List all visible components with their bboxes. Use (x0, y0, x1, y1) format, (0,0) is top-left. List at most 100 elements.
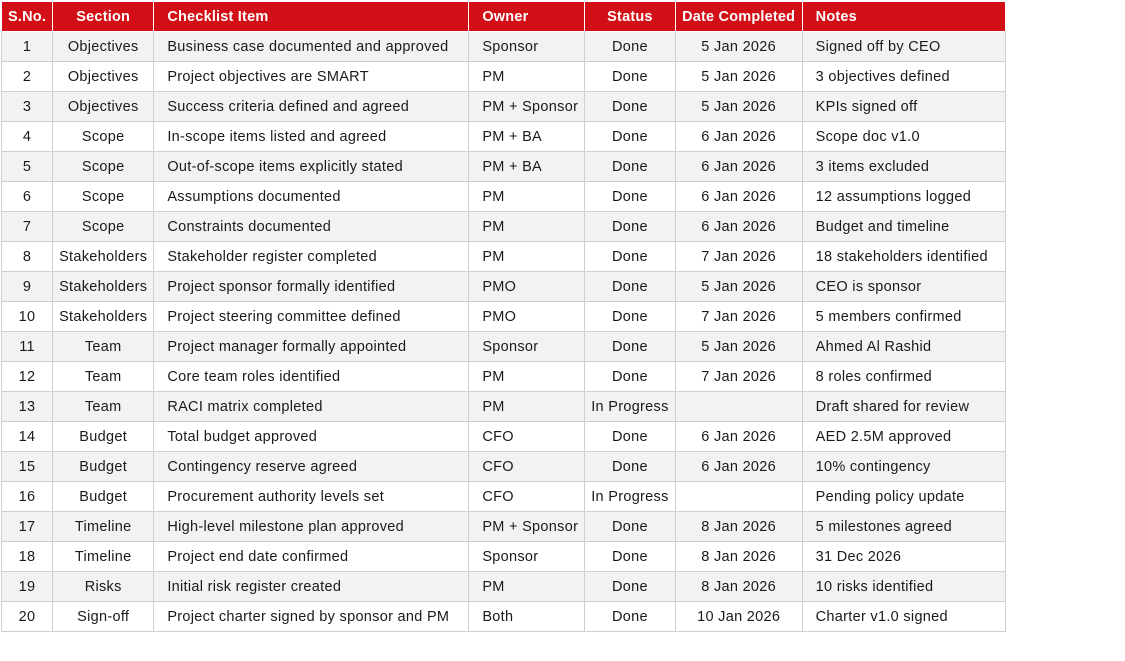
cell-sno[interactable]: 8 (0, 241, 54, 272)
cell-notes[interactable]: Pending policy update (801, 481, 1006, 512)
cell-section[interactable]: Budget (52, 421, 155, 452)
cell-section[interactable]: Risks (52, 571, 155, 602)
cell-section[interactable]: Timeline (52, 511, 155, 542)
cell-owner[interactable]: PM (468, 211, 586, 242)
cell-section[interactable]: Scope (52, 211, 155, 242)
cell-sno[interactable]: 19 (0, 571, 54, 602)
cell-date-completed[interactable]: 5 Jan 2026 (674, 61, 803, 92)
cell-owner[interactable]: PMO (468, 301, 586, 332)
cell-sno[interactable]: 1 (0, 31, 54, 62)
cell-status[interactable]: Done (584, 571, 676, 602)
cell-status[interactable]: Done (584, 511, 676, 542)
cell-status[interactable]: Done (584, 271, 676, 302)
cell-owner[interactable]: PM (468, 571, 586, 602)
cell-owner[interactable]: Sponsor (468, 331, 586, 362)
cell-checklist-item[interactable]: Out-of-scope items explicitly stated (153, 151, 470, 182)
cell-owner[interactable]: PM (468, 391, 586, 422)
cell-status[interactable]: Done (584, 331, 676, 362)
cell-owner[interactable]: PM (468, 61, 586, 92)
cell-section[interactable]: Budget (52, 451, 155, 482)
cell-date-completed[interactable]: 5 Jan 2026 (674, 271, 803, 302)
cell-date-completed[interactable]: 7 Jan 2026 (674, 361, 803, 392)
cell-owner[interactable]: CFO (468, 421, 586, 452)
cell-status[interactable]: Done (584, 601, 676, 632)
cell-date-completed[interactable]: 8 Jan 2026 (674, 541, 803, 572)
cell-status[interactable]: Done (584, 121, 676, 152)
cell-date-completed[interactable] (674, 481, 803, 512)
cell-checklist-item[interactable]: Procurement authority levels set (153, 481, 470, 512)
cell-checklist-item[interactable]: Project steering committee defined (153, 301, 470, 332)
cell-checklist-item[interactable]: Project manager formally appointed (153, 331, 470, 362)
cell-sno[interactable]: 3 (0, 91, 54, 122)
cell-status[interactable]: In Progress (584, 481, 676, 512)
cell-owner[interactable]: PM + BA (468, 121, 586, 152)
cell-notes[interactable]: 10% contingency (801, 451, 1006, 482)
header-checklist-item[interactable]: Checklist Item (153, 1, 470, 32)
cell-owner[interactable]: CFO (468, 481, 586, 512)
cell-section[interactable]: Objectives (52, 91, 155, 122)
cell-date-completed[interactable]: 5 Jan 2026 (674, 91, 803, 122)
cell-section[interactable]: Budget (52, 481, 155, 512)
cell-status[interactable]: Done (584, 451, 676, 482)
cell-sno[interactable]: 20 (0, 601, 54, 632)
cell-notes[interactable]: 5 milestones agreed (801, 511, 1006, 542)
cell-checklist-item[interactable]: RACI matrix completed (153, 391, 470, 422)
header-date-completed[interactable]: Date Completed (674, 1, 803, 32)
cell-date-completed[interactable]: 8 Jan 2026 (674, 511, 803, 542)
cell-owner[interactable]: Sponsor (468, 541, 586, 572)
header-sno[interactable]: S.No. (0, 1, 54, 32)
cell-notes[interactable]: Ahmed Al Rashid (801, 331, 1006, 362)
cell-status[interactable]: Done (584, 211, 676, 242)
cell-section[interactable]: Team (52, 361, 155, 392)
cell-sno[interactable]: 16 (0, 481, 54, 512)
cell-notes[interactable]: 8 roles confirmed (801, 361, 1006, 392)
cell-checklist-item[interactable]: Project sponsor formally identified (153, 271, 470, 302)
cell-owner[interactable]: PM + BA (468, 151, 586, 182)
cell-status[interactable]: Done (584, 421, 676, 452)
cell-checklist-item[interactable]: Business case documented and approved (153, 31, 470, 62)
cell-notes[interactable]: KPIs signed off (801, 91, 1006, 122)
cell-owner[interactable]: PM + Sponsor (468, 91, 586, 122)
cell-checklist-item[interactable]: Stakeholder register completed (153, 241, 470, 272)
cell-date-completed[interactable] (674, 391, 803, 422)
cell-date-completed[interactable]: 7 Jan 2026 (674, 241, 803, 272)
cell-checklist-item[interactable]: Project objectives are SMART (153, 61, 470, 92)
cell-date-completed[interactable]: 6 Jan 2026 (674, 211, 803, 242)
cell-notes[interactable]: 31 Dec 2026 (801, 541, 1006, 572)
cell-sno[interactable]: 5 (0, 151, 54, 182)
cell-notes[interactable]: 12 assumptions logged (801, 181, 1006, 212)
cell-status[interactable]: Done (584, 181, 676, 212)
cell-checklist-item[interactable]: Contingency reserve agreed (153, 451, 470, 482)
cell-date-completed[interactable]: 10 Jan 2026 (674, 601, 803, 632)
cell-status[interactable]: Done (584, 301, 676, 332)
cell-sno[interactable]: 14 (0, 421, 54, 452)
cell-checklist-item[interactable]: High-level milestone plan approved (153, 511, 470, 542)
cell-date-completed[interactable]: 7 Jan 2026 (674, 301, 803, 332)
cell-checklist-item[interactable]: Initial risk register created (153, 571, 470, 602)
cell-owner[interactable]: CFO (468, 451, 586, 482)
cell-notes[interactable]: 3 items excluded (801, 151, 1006, 182)
cell-checklist-item[interactable]: Project charter signed by sponsor and PM (153, 601, 470, 632)
cell-date-completed[interactable]: 6 Jan 2026 (674, 421, 803, 452)
header-section[interactable]: Section (52, 1, 155, 32)
cell-sno[interactable]: 4 (0, 121, 54, 152)
cell-checklist-item[interactable]: Success criteria defined and agreed (153, 91, 470, 122)
header-owner[interactable]: Owner (468, 1, 586, 32)
cell-date-completed[interactable]: 6 Jan 2026 (674, 151, 803, 182)
cell-sno[interactable]: 13 (0, 391, 54, 422)
cell-section[interactable]: Stakeholders (52, 301, 155, 332)
cell-section[interactable]: Objectives (52, 31, 155, 62)
cell-date-completed[interactable]: 5 Jan 2026 (674, 331, 803, 362)
cell-owner[interactable]: Both (468, 601, 586, 632)
cell-sno[interactable]: 11 (0, 331, 54, 362)
cell-sno[interactable]: 6 (0, 181, 54, 212)
cell-section[interactable]: Objectives (52, 61, 155, 92)
cell-section[interactable]: Timeline (52, 541, 155, 572)
cell-date-completed[interactable]: 5 Jan 2026 (674, 31, 803, 62)
cell-sno[interactable]: 17 (0, 511, 54, 542)
cell-status[interactable]: Done (584, 541, 676, 572)
cell-notes[interactable]: Signed off by CEO (801, 31, 1006, 62)
cell-section[interactable]: Scope (52, 121, 155, 152)
cell-status[interactable]: Done (584, 91, 676, 122)
cell-notes[interactable]: 5 members confirmed (801, 301, 1006, 332)
